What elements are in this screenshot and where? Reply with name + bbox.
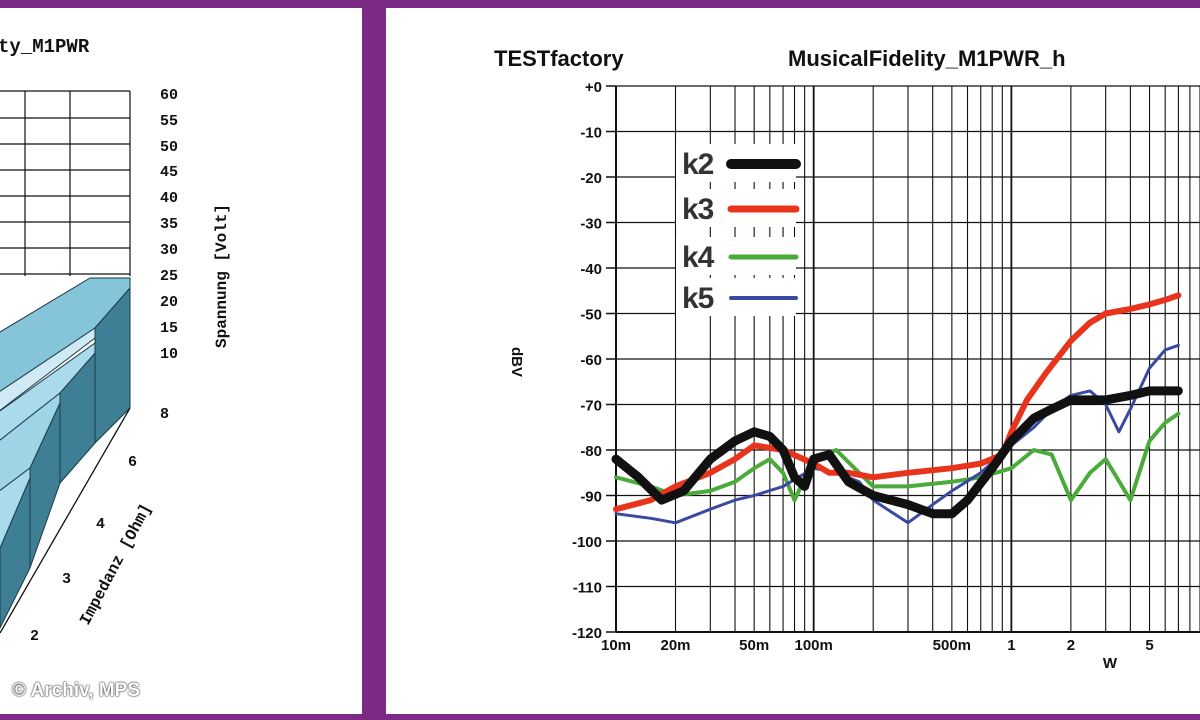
chart-title: ty_M1PWR <box>0 36 90 58</box>
y-tick-label: -50 <box>580 307 602 324</box>
y-tick-label: -20 <box>580 170 602 187</box>
plot-grid <box>606 85 1200 633</box>
y-tick-label: 8 <box>160 406 169 423</box>
y-tick-label: 35 <box>160 216 178 233</box>
y-tick-label: 15 <box>160 320 178 337</box>
series-line-k3 <box>613 292 1182 513</box>
y-tick-label: -100 <box>572 534 602 551</box>
y-tick-label: 50 <box>160 139 178 156</box>
y-tick-label: -60 <box>580 352 602 369</box>
series-line-k2 <box>611 386 1183 519</box>
y-tick-label: 40 <box>160 190 178 207</box>
x-tick-label: 50m <box>739 637 769 654</box>
x-tick-label: 100m <box>794 637 832 654</box>
grid-back-wall <box>0 90 131 276</box>
x-tick-label: 6 <box>128 454 137 471</box>
block-front <box>0 467 31 549</box>
voltage-blocks <box>0 277 131 634</box>
x-tick-label: 1 <box>1007 637 1015 654</box>
x-tick-label: 2 <box>1067 637 1075 654</box>
y-tick-label: -110 <box>573 580 602 597</box>
x-axis-label: Impedanz [Ohm] <box>77 501 156 628</box>
legend-label: k2 <box>682 148 714 181</box>
y-tick-label: -40 <box>580 261 602 278</box>
y-axis-label: Spannung [Volt] <box>213 204 231 348</box>
y-tick-label: 25 <box>160 268 178 285</box>
y-tick-label: -120 <box>572 625 602 642</box>
voltage-chart-panel: ty_M1PWR 60 55 50 45 40 35 30 25 20 15 10 8 Spannung… <box>0 8 362 714</box>
block-front <box>0 391 61 492</box>
y-tick-label: -90 <box>580 489 602 506</box>
y-tick-label: 60 <box>160 87 178 104</box>
distortion-chart-panel: TESTfactory MusicalFidelity_M1PWR_h +0 -1… <box>386 8 1200 714</box>
x-tick-label: 4 <box>96 516 105 533</box>
x-tick-label: 3 <box>62 571 71 588</box>
series-lines <box>611 292 1183 525</box>
x-tick-label: 20m <box>660 637 690 654</box>
y-tick-label: -70 <box>580 398 602 415</box>
voltage-3d-chart: 60 55 50 45 40 35 30 25 20 15 10 8 Spannung [Volt] 2 3… <box>0 87 231 645</box>
x-axis-label: W <box>1103 655 1118 672</box>
legend-label: k4 <box>682 241 715 274</box>
y-tick-label: 10 <box>160 346 178 363</box>
x-tick-label: 5 <box>1145 637 1153 654</box>
floor-edge <box>0 407 131 634</box>
y-tick-label: -10 <box>580 125 602 142</box>
x-tick-label: 500m <box>933 637 971 654</box>
x-tick-label: 10m <box>601 637 631 654</box>
series-line-k5 <box>614 343 1180 525</box>
y-tick-label: 30 <box>160 242 178 259</box>
chart-brand: TESTfactory <box>494 46 624 71</box>
y-axis-label: dBV <box>508 347 525 377</box>
legend-label: k5 <box>682 282 714 315</box>
y-tick-label: 55 <box>160 113 178 130</box>
y-tick-label: 45 <box>160 164 178 181</box>
y-tick-label: -30 <box>580 216 602 233</box>
legend-label: k3 <box>682 193 714 226</box>
y-tick-label: -80 <box>580 443 602 460</box>
series-line-k4 <box>614 411 1181 503</box>
block-front <box>0 342 96 441</box>
x-tick-label: 2 <box>30 628 39 645</box>
y-tick-label: +0 <box>585 79 602 96</box>
copyright-notice: © Archiv, MPS <box>12 680 141 701</box>
chart-title: MusicalFidelity_M1PWR_h <box>788 46 1066 71</box>
legend: k2 k3 k4 k5 <box>676 144 801 316</box>
y-tick-label: 20 <box>160 294 178 311</box>
distortion-line-chart: +0 -10 -20 -30 -40 -50 -60 -70 -80 -90 -100 -110 -12… <box>508 79 1200 672</box>
